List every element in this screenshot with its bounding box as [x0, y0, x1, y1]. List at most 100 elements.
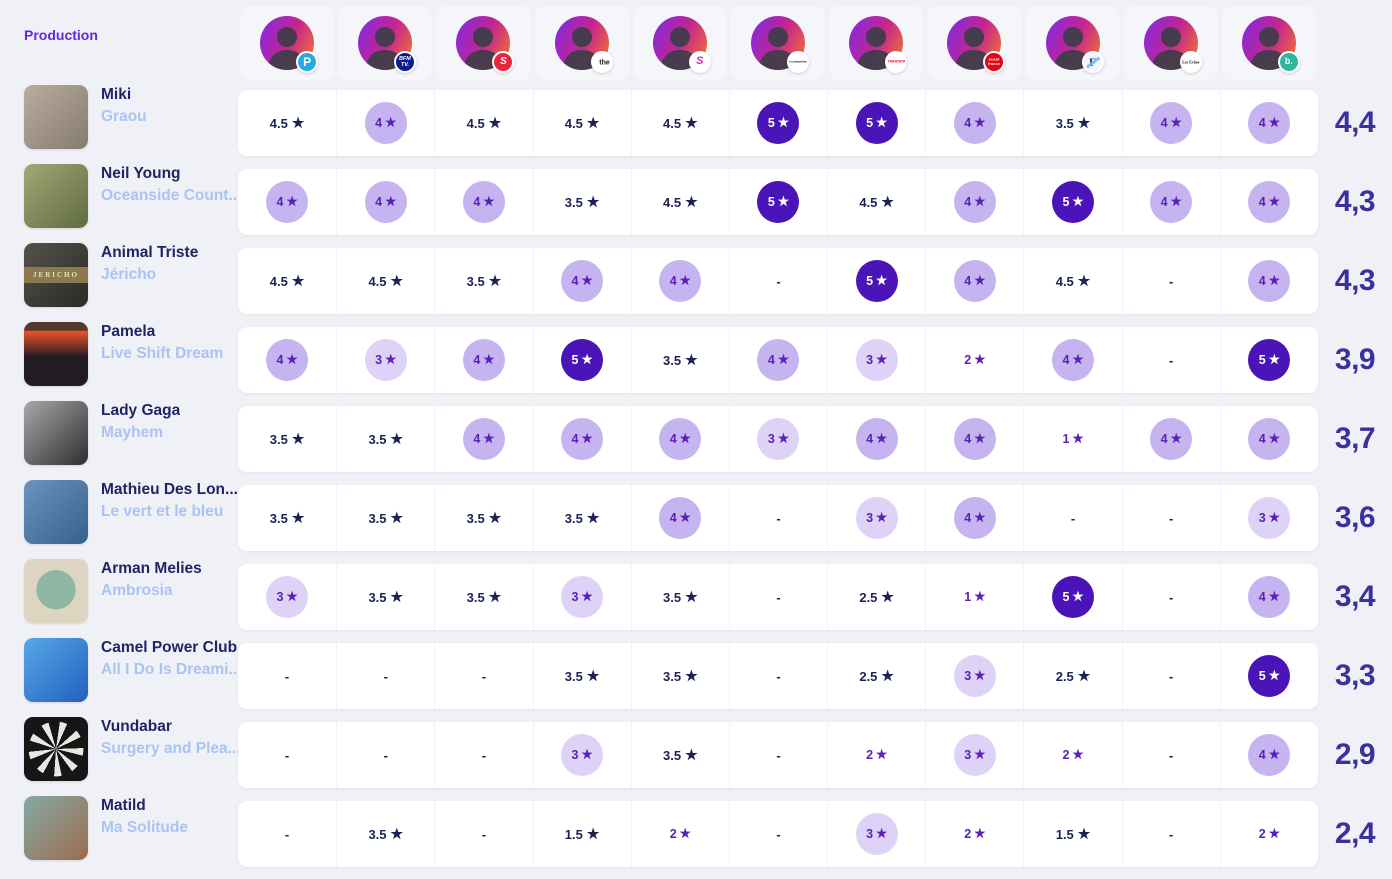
- album-cover[interactable]: [24, 559, 88, 623]
- critic-avatar[interactable]: P: [260, 16, 319, 73]
- critic-avatar[interactable]: Les Echos: [1143, 16, 1202, 73]
- rating-pill: 4 ★: [364, 102, 407, 144]
- rating-value: 1.5 ★: [1056, 827, 1091, 842]
- no-rating-dash: -: [1169, 826, 1174, 842]
- rating-pill: 4 ★: [757, 339, 800, 381]
- rating-number: 4: [1160, 116, 1168, 130]
- star-icon: ★: [586, 193, 600, 210]
- rating-pill: 4 ★: [953, 181, 996, 223]
- album-title[interactable]: Jéricho: [101, 266, 157, 283]
- rating-cell: 3 ★: [827, 485, 925, 551]
- rating-value: 3.5 ★: [467, 590, 502, 605]
- rating-cell: 3.5 ★: [630, 327, 729, 393]
- album-artist[interactable]: Mathieu Des Lon...: [101, 481, 238, 498]
- album-artist[interactable]: Animal Triste: [101, 244, 199, 261]
- album-title[interactable]: Le vert et le bleu: [101, 503, 224, 520]
- album-artist[interactable]: Matild: [101, 797, 146, 814]
- album-cover[interactable]: [24, 164, 88, 228]
- critic-column-10: Les Echos: [1123, 6, 1218, 80]
- rating-cell: 4 ★: [827, 406, 925, 472]
- rating-number: 4: [767, 353, 775, 367]
- rating-cell: 4 ★: [1219, 406, 1318, 472]
- critic-avatar[interactable]: BFM TV.: [358, 16, 417, 73]
- rating-number: 4: [1258, 432, 1266, 446]
- album-artist[interactable]: Pamela: [101, 323, 156, 340]
- album-title[interactable]: Ma Solitude: [101, 819, 188, 836]
- rating-cell: 4 ★: [925, 485, 1023, 551]
- rating-number: 3: [964, 748, 972, 762]
- rating-number: 3.5: [368, 510, 387, 526]
- album-title[interactable]: Surgery and Plea...: [101, 740, 238, 757]
- album-cover[interactable]: [24, 796, 88, 860]
- album-title[interactable]: Mayhem: [101, 424, 164, 441]
- star-icon: ★: [291, 114, 305, 131]
- album-sidebar: Lady Gaga Mayhem: [0, 401, 238, 467]
- album-cover[interactable]: JERICHO: [24, 243, 88, 307]
- rating-number: 3.5: [466, 273, 485, 289]
- critic-avatar[interactable]: TARATATA: [849, 16, 908, 73]
- outlet-badge-label: S: [500, 55, 507, 67]
- star-icon: ★: [286, 194, 298, 209]
- rating-cell: 2.5 ★: [827, 643, 925, 709]
- p-blue-badge-icon: P: [296, 51, 319, 73]
- album-artist[interactable]: Vundabar: [101, 718, 172, 735]
- rating-pill: 3 ★: [757, 418, 800, 460]
- star-icon: ★: [581, 747, 593, 762]
- rating-cell: -: [1121, 801, 1220, 867]
- ratings-card: 3 ★ 3.5 ★ 3.5 ★ 3 ★ 3.5 ★ -2.5 ★ 1 ★ 5 ★ -4 ★: [238, 564, 1318, 630]
- critic-avatar[interactable]: ouest france: [947, 16, 1006, 73]
- rating-number: 4: [1062, 353, 1070, 367]
- album-artist[interactable]: Miki: [101, 86, 132, 103]
- critic-column-5: S: [632, 6, 727, 80]
- star-icon: ★: [777, 431, 790, 446]
- rating-number: 4.5: [859, 194, 878, 210]
- star-icon: ★: [881, 193, 894, 210]
- no-rating-dash: -: [776, 589, 781, 605]
- ratings-card: -3.5 ★ -1.5 ★ 2 ★ -3 ★ 2 ★ 1.5 ★ -2 ★: [238, 801, 1318, 867]
- star-icon: ★: [1077, 114, 1091, 131]
- album-cover[interactable]: [24, 717, 88, 781]
- album-artist[interactable]: Lady Gaga: [101, 402, 181, 419]
- album-artist[interactable]: Arman Melies: [101, 560, 202, 577]
- album-artist[interactable]: Neil Young: [101, 165, 181, 182]
- rating-cell: 4 ★: [238, 169, 336, 235]
- album-row: Lady Gaga Mayhem 3.5 ★ 3.5 ★ 4 ★ 4 ★ 4 ★ 3 ★ 4 ★ 4 ★ 1 ★ 4 ★ 4…: [0, 401, 1392, 472]
- album-title[interactable]: Live Shift Dream: [101, 345, 224, 362]
- rating-number: 4.5: [269, 273, 288, 289]
- star-icon: ★: [483, 194, 495, 209]
- critic-avatar[interactable]: ◀ the: [554, 16, 613, 73]
- rating-cell: 3.5 ★: [1023, 90, 1121, 156]
- rating-number: 2: [1062, 748, 1070, 762]
- outlet-badge-label: BFM TV.: [399, 55, 412, 68]
- no-rating-dash: -: [776, 510, 781, 526]
- album-row: Camel Power Club All I Do Is Dreami... - - -…: [0, 638, 1392, 709]
- rating-value: 4.5 ★: [663, 195, 698, 210]
- critic-avatar[interactable]: inrockuptibles: [750, 16, 809, 73]
- album-cover[interactable]: [24, 480, 88, 544]
- album-title[interactable]: Graou: [101, 108, 147, 125]
- rating-cell: 3.5 ★: [336, 406, 434, 472]
- album-cover[interactable]: [24, 85, 88, 149]
- album-cover[interactable]: [24, 401, 88, 465]
- critic-avatar[interactable]: F: [1045, 16, 1104, 73]
- rating-pill: 5 ★: [1052, 181, 1095, 223]
- critic-avatar[interactable]: S: [652, 16, 711, 73]
- album-title[interactable]: Ambrosia: [101, 582, 173, 599]
- rating-cell: -: [728, 801, 827, 867]
- album-cover[interactable]: [24, 322, 88, 386]
- star-icon: ★: [777, 352, 790, 367]
- album-artist[interactable]: Camel Power Club: [101, 639, 238, 656]
- rating-pill: 4 ★: [659, 260, 702, 302]
- album-title[interactable]: Oceanside Count...: [101, 187, 238, 204]
- rating-cell: 4 ★: [925, 248, 1023, 314]
- album-row: Vundabar Surgery and Plea... - - -3 ★ 3.5 ★ -2 ★ 3…: [0, 717, 1392, 788]
- album-title[interactable]: All I Do Is Dreami...: [101, 661, 238, 678]
- rating-number: 3: [571, 748, 579, 762]
- star-icon: ★: [1268, 115, 1280, 130]
- critic-avatar[interactable]: b.: [1241, 16, 1300, 73]
- critic-avatar[interactable]: S: [456, 16, 515, 73]
- no-rating-dash: -: [284, 826, 290, 842]
- rating-pill: 5 ★: [1248, 339, 1291, 381]
- album-cover[interactable]: [24, 638, 88, 702]
